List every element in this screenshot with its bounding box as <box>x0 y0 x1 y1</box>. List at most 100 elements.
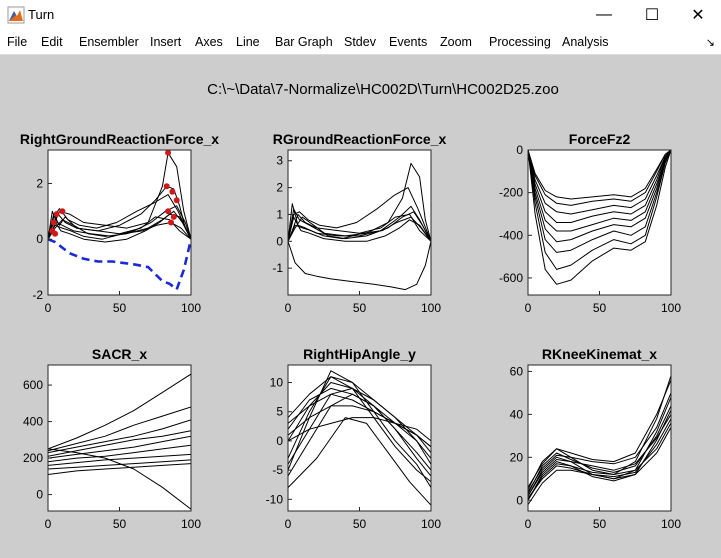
menu-stdev[interactable]: Stdev <box>344 35 376 49</box>
event-marker-10 <box>165 208 172 215</box>
y-tick-label: -10 <box>266 492 284 506</box>
series-line-8 <box>288 187 431 242</box>
y-tick-label: 600 <box>23 378 43 392</box>
plot-area <box>48 365 191 511</box>
menu-bar: File Edit Ensembler Insert Axes Line Bar… <box>0 32 721 55</box>
series-group <box>288 370 431 506</box>
x-tick-label: 50 <box>353 517 367 531</box>
series-line-5 <box>48 435 191 459</box>
y-tick-label: 0 <box>36 232 43 246</box>
close-button[interactable]: ✕ <box>691 7 705 24</box>
y-tick-label: -600 <box>499 271 523 285</box>
menu-zoom[interactable]: Zoom <box>440 35 472 49</box>
y-tick-label: 1 <box>276 207 283 221</box>
x-tick-label: 100 <box>181 517 201 531</box>
series-line-8 <box>48 459 191 470</box>
subplot-title: SACR_x <box>92 346 147 362</box>
series-line-8 <box>48 194 191 240</box>
menu-bar-graph[interactable]: Bar Graph <box>275 35 333 49</box>
subplot-2[interactable]: 0 50 100 -1 0 1 2 3 RGroundReactionForce_x <box>272 131 446 315</box>
subplot-3[interactable]: 0 50 100 -600 -400 -200 0 ForceFz2 <box>499 131 681 315</box>
y-tick-label: 2 <box>36 176 43 190</box>
series-line-10 <box>48 448 191 510</box>
menu-insert[interactable]: Insert <box>150 35 182 49</box>
menu-ensembler[interactable]: Ensembler <box>79 35 139 49</box>
series-line-8 <box>288 393 431 477</box>
y-tick-label: 0 <box>276 434 283 448</box>
x-tick-label: 100 <box>181 301 201 315</box>
series-line-10 <box>528 379 671 488</box>
event-marker-5 <box>52 230 59 237</box>
menu-edit[interactable]: Edit <box>41 35 63 49</box>
x-tick-label: 0 <box>525 301 532 315</box>
subplot-5[interactable]: 0 50 100 -10 -5 0 5 10 RightHipAngle_y <box>266 346 442 531</box>
series-line-3 <box>288 382 431 471</box>
menu-processing[interactable]: Processing <box>489 35 551 49</box>
y-tick-label: 0 <box>516 493 523 507</box>
event-marker-1 <box>50 219 57 226</box>
series-group <box>48 373 191 510</box>
series-line-2 <box>528 150 671 270</box>
menu-events[interactable]: Events <box>389 35 428 49</box>
series-line-1 <box>288 162 431 242</box>
series-line-1 <box>528 150 671 285</box>
series-line-7 <box>48 453 191 466</box>
x-tick-label: 50 <box>593 517 607 531</box>
menu-line[interactable]: Line <box>236 35 260 49</box>
subplot-4[interactable]: 0 50 100 0 200 400 600 SACR_x <box>23 346 201 531</box>
series-line-6 <box>288 216 431 242</box>
event-marker-9 <box>173 197 180 204</box>
event-marker-7 <box>163 183 170 190</box>
dock-arrow-icon[interactable]: ↘ <box>705 37 715 49</box>
series-line-3 <box>288 211 431 242</box>
maximize-button[interactable]: ☐ <box>644 7 660 24</box>
series-line-9 <box>528 427 671 505</box>
series-line-3 <box>528 150 671 253</box>
plot-area <box>288 150 431 295</box>
x-tick-label: 100 <box>661 301 681 315</box>
plot-area <box>48 150 191 295</box>
figure-file-path: C:\~\Data\7-Normalize\HC002D\Turn\HC002D… <box>207 81 559 98</box>
series-line-5 <box>528 150 671 232</box>
y-tick-label: 0 <box>36 488 43 502</box>
series-line-6 <box>48 444 191 463</box>
y-tick-label: 200 <box>23 451 43 465</box>
x-tick-label: 0 <box>285 517 292 531</box>
subplot-title: RightHipAngle_y <box>303 346 416 362</box>
menu-analysis[interactable]: Analysis <box>562 35 609 49</box>
x-tick-label: 50 <box>353 301 367 315</box>
y-tick-label: -1 <box>272 261 283 275</box>
x-tick-label: 0 <box>525 517 532 531</box>
menu-file[interactable]: File <box>7 35 28 49</box>
y-tick-label: 3 <box>276 154 283 168</box>
series-line-9 <box>288 376 431 453</box>
mean-line <box>48 237 191 292</box>
series-group <box>48 150 191 292</box>
event-marker-6 <box>165 150 172 156</box>
subplot-6[interactable]: 0 50 100 0 20 40 60 RKneeKinemat_x <box>510 346 682 531</box>
series-group <box>288 162 431 291</box>
series-line-9 <box>528 150 671 200</box>
x-tick-label: 0 <box>45 517 52 531</box>
series-line-6 <box>528 392 671 492</box>
x-tick-label: 100 <box>661 517 681 531</box>
window-title: Turn <box>28 7 55 22</box>
y-tick-label: 0 <box>276 234 283 248</box>
y-tick-label: 5 <box>276 405 283 419</box>
menu-axes[interactable]: Axes <box>195 35 223 49</box>
series-line-2 <box>48 406 191 452</box>
x-tick-label: 100 <box>421 517 441 531</box>
series-line-11 <box>288 417 431 506</box>
x-tick-label: 100 <box>421 301 441 315</box>
minimize-button[interactable]: — <box>596 6 612 23</box>
series-line-10 <box>288 417 431 448</box>
subplot-title: ForceFz2 <box>569 131 631 147</box>
series-line-6 <box>528 150 671 223</box>
series-line-8 <box>528 150 671 206</box>
event-marker-11 <box>170 213 177 220</box>
title-bar[interactable]: Turn — ☐ ✕ <box>0 0 721 30</box>
series-line-4 <box>288 216 431 242</box>
series-line-9 <box>48 463 191 475</box>
x-tick-label: 50 <box>113 517 127 531</box>
